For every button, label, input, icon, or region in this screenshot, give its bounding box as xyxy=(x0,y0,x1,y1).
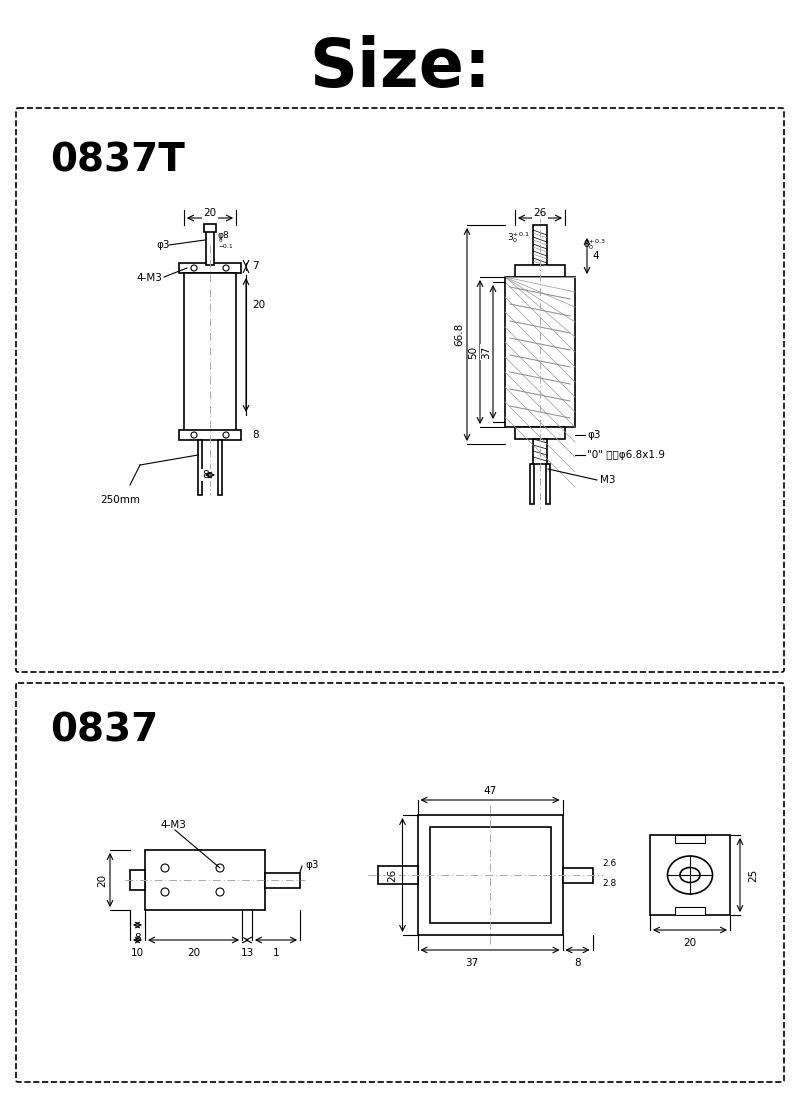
Text: 0837: 0837 xyxy=(50,711,158,749)
Text: 2.6: 2.6 xyxy=(602,858,617,867)
Text: 37: 37 xyxy=(481,345,491,358)
Text: "0" 型圈φ6.8x1.9: "0" 型圈φ6.8x1.9 xyxy=(587,450,665,460)
Text: 20: 20 xyxy=(683,938,697,948)
Text: 4: 4 xyxy=(592,251,598,261)
Bar xyxy=(198,440,202,495)
Bar xyxy=(206,230,214,264)
Bar xyxy=(650,835,730,915)
Bar xyxy=(184,273,236,433)
FancyBboxPatch shape xyxy=(16,683,784,1082)
Bar xyxy=(179,430,241,440)
Bar xyxy=(145,850,265,910)
Text: 26: 26 xyxy=(534,208,546,218)
Text: 13: 13 xyxy=(240,948,254,958)
Bar xyxy=(265,873,300,887)
Text: 7: 7 xyxy=(252,261,258,271)
Text: 26: 26 xyxy=(387,868,398,882)
Text: 1: 1 xyxy=(273,948,279,958)
Bar xyxy=(130,869,145,890)
Bar xyxy=(378,866,418,884)
Text: 20: 20 xyxy=(187,948,200,958)
FancyBboxPatch shape xyxy=(16,108,784,672)
Text: φ3: φ3 xyxy=(305,860,318,869)
Text: 8: 8 xyxy=(134,933,141,943)
Text: 66.8: 66.8 xyxy=(454,323,464,346)
Bar xyxy=(675,907,705,915)
Text: 47: 47 xyxy=(483,786,497,796)
Bar xyxy=(562,867,593,883)
Circle shape xyxy=(191,432,197,437)
Bar xyxy=(515,264,565,277)
Text: 0837T: 0837T xyxy=(50,141,185,179)
Text: $8^{+0.3}_{0}$: $8^{+0.3}_{0}$ xyxy=(583,238,606,252)
Bar xyxy=(179,263,241,273)
Bar xyxy=(515,426,565,439)
Text: φ3: φ3 xyxy=(587,430,601,440)
Bar xyxy=(430,826,550,923)
Text: 8: 8 xyxy=(252,430,258,440)
Text: $3^{+0.1}_{0}$: $3^{+0.1}_{0}$ xyxy=(506,230,530,246)
Text: $^{0}_{-0.1}$: $^{0}_{-0.1}$ xyxy=(218,237,234,251)
Text: Size:: Size: xyxy=(309,35,491,101)
Circle shape xyxy=(223,432,229,437)
Text: 8: 8 xyxy=(574,958,581,968)
Text: 20: 20 xyxy=(252,300,265,310)
Bar xyxy=(505,277,575,426)
Circle shape xyxy=(161,888,169,896)
Bar xyxy=(675,835,705,843)
Text: 37: 37 xyxy=(466,958,478,968)
Bar xyxy=(546,464,550,504)
Circle shape xyxy=(191,264,197,271)
Circle shape xyxy=(223,264,229,271)
Ellipse shape xyxy=(667,856,713,894)
Text: 50: 50 xyxy=(468,345,478,358)
Text: 10: 10 xyxy=(131,948,144,958)
Text: 20: 20 xyxy=(203,208,217,218)
Text: 2.8: 2.8 xyxy=(602,878,617,887)
Bar xyxy=(533,439,547,464)
Bar xyxy=(533,225,547,264)
Text: M3: M3 xyxy=(600,475,615,485)
Text: 250mm: 250mm xyxy=(100,495,140,505)
Text: φ3: φ3 xyxy=(156,240,170,250)
Bar xyxy=(530,464,534,504)
Bar xyxy=(218,440,222,495)
Bar xyxy=(418,815,562,934)
Text: 4-M3: 4-M3 xyxy=(160,820,186,830)
Ellipse shape xyxy=(680,867,700,883)
Circle shape xyxy=(161,864,169,872)
Circle shape xyxy=(216,888,224,896)
Bar xyxy=(204,224,216,233)
Text: 20: 20 xyxy=(97,874,107,887)
Text: φ8: φ8 xyxy=(218,230,230,239)
Text: 8: 8 xyxy=(202,469,210,480)
Circle shape xyxy=(216,864,224,872)
Text: 25: 25 xyxy=(748,868,758,882)
Text: 4-M3: 4-M3 xyxy=(136,273,162,283)
